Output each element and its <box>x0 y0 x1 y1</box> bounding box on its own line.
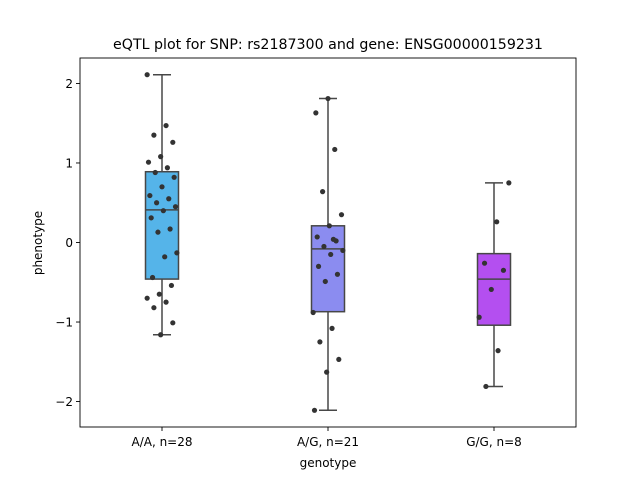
y-tick-label: 0 <box>65 236 73 250</box>
data-point <box>338 212 345 218</box>
data-point <box>481 260 488 266</box>
data-point <box>164 165 170 171</box>
x-axis: A/A, n=28 A/G, n=21 G/G, n=8 <box>131 427 522 449</box>
data-point <box>314 234 320 240</box>
box-1 <box>144 170 180 280</box>
data-point <box>483 383 489 390</box>
data-point <box>151 132 157 138</box>
data-point <box>329 325 335 331</box>
chart-title: eQTL plot for SNP: rs2187300 and gene: E… <box>113 37 543 53</box>
x-axis-label: genotype <box>300 456 357 470</box>
data-point <box>324 369 330 375</box>
data-point <box>488 286 494 293</box>
data-point <box>336 356 342 363</box>
y-tick-label: 2 <box>65 77 73 91</box>
x-tick-label: A/G, n=21 <box>297 435 359 449</box>
data-point <box>156 291 162 297</box>
data-point <box>320 189 326 195</box>
data-point <box>163 122 169 129</box>
y-axis: 2 1 0 −1 −2 <box>55 77 80 409</box>
data-point <box>158 154 164 160</box>
data-point <box>166 196 172 202</box>
data-point <box>149 274 156 281</box>
data-point <box>154 200 160 206</box>
data-point <box>151 305 157 311</box>
data-point <box>171 174 177 180</box>
data-point <box>168 282 175 289</box>
plot-area <box>144 72 512 413</box>
data-point <box>170 139 176 145</box>
data-point <box>313 110 319 116</box>
data-point <box>340 247 346 254</box>
data-point <box>163 299 169 305</box>
data-point <box>152 169 158 176</box>
data-point <box>145 159 152 165</box>
data-point <box>144 295 150 301</box>
y-tick-label: −2 <box>55 395 73 409</box>
data-point <box>506 180 512 186</box>
data-point <box>144 72 150 78</box>
data-point <box>170 320 176 326</box>
y-axis-label: phenotype <box>31 211 45 275</box>
data-point <box>476 314 482 320</box>
x-tick-label: A/A, n=28 <box>131 435 192 449</box>
data-point <box>317 339 323 345</box>
x-tick-label: G/G, n=8 <box>466 435 522 449</box>
y-tick-label: 1 <box>65 156 73 170</box>
data-point <box>174 250 180 256</box>
data-point <box>326 223 332 229</box>
data-point <box>148 215 154 221</box>
data-point <box>155 229 161 235</box>
data-point <box>160 208 166 214</box>
data-point <box>325 95 331 102</box>
data-point <box>147 192 153 199</box>
data-point <box>334 271 341 277</box>
data-point <box>322 278 328 285</box>
data-point <box>159 184 165 190</box>
data-point <box>330 236 336 242</box>
box-3 <box>476 252 512 326</box>
data-point <box>311 407 318 413</box>
data-point <box>332 146 338 153</box>
y-tick-label: −1 <box>55 316 73 330</box>
data-point <box>494 219 500 225</box>
data-point <box>167 226 173 232</box>
data-point <box>162 254 168 260</box>
data-point <box>495 348 501 354</box>
data-point <box>158 332 164 338</box>
data-point <box>172 204 179 210</box>
data-point <box>321 243 327 250</box>
data-point <box>500 267 507 273</box>
data-point <box>310 309 316 316</box>
data-point <box>315 263 322 269</box>
data-point <box>328 251 334 258</box>
